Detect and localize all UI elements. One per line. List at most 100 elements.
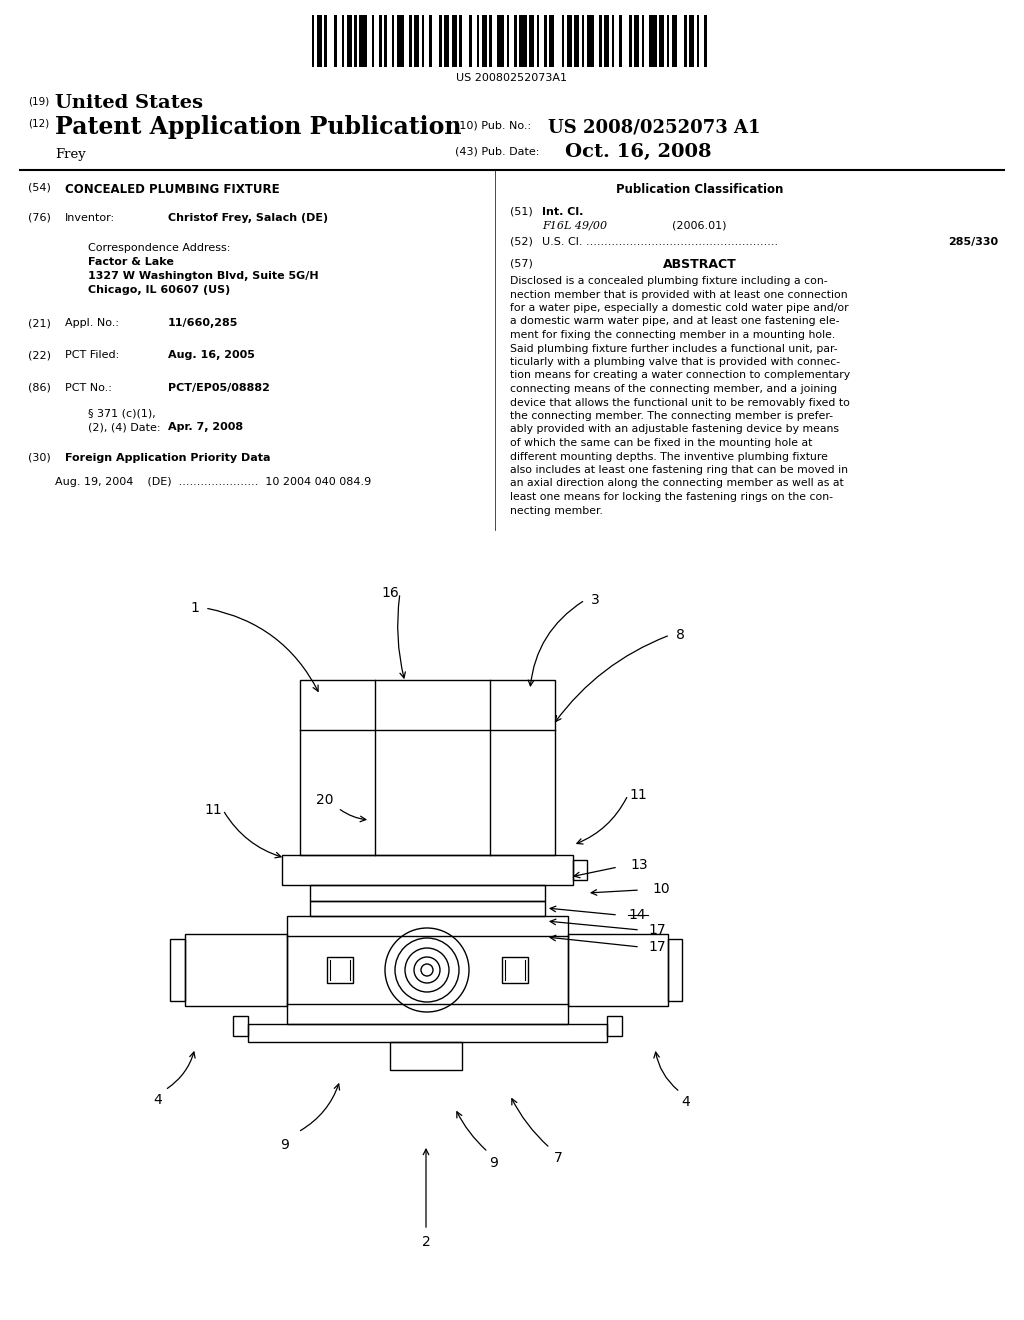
Text: 9: 9 bbox=[281, 1138, 290, 1152]
Bar bbox=[672, 15, 677, 67]
Bar bbox=[502, 957, 528, 983]
Bar bbox=[170, 939, 185, 1001]
Bar bbox=[629, 15, 632, 67]
Bar bbox=[477, 15, 479, 67]
Text: § 371 (c)(1),: § 371 (c)(1), bbox=[88, 408, 156, 418]
Text: Aug. 16, 2005: Aug. 16, 2005 bbox=[168, 350, 255, 360]
Bar bbox=[607, 1016, 622, 1036]
Text: Inventor:: Inventor: bbox=[65, 213, 115, 223]
Bar bbox=[705, 15, 707, 67]
Text: connecting means of the connecting member, and a joining: connecting means of the connecting membe… bbox=[510, 384, 838, 393]
Text: Oct. 16, 2008: Oct. 16, 2008 bbox=[565, 143, 712, 161]
Bar bbox=[642, 15, 644, 67]
Bar bbox=[696, 15, 699, 67]
Text: a domestic warm water pipe, and at least one fastening ele-: a domestic warm water pipe, and at least… bbox=[510, 317, 840, 326]
Text: 11: 11 bbox=[204, 803, 222, 817]
Text: 16: 16 bbox=[381, 586, 399, 601]
Bar bbox=[372, 15, 375, 67]
Text: 11/660,285: 11/660,285 bbox=[168, 318, 239, 327]
Bar bbox=[248, 1024, 607, 1041]
Text: ment for fixing the connecting member in a mounting hole.: ment for fixing the connecting member in… bbox=[510, 330, 836, 341]
Bar bbox=[392, 15, 394, 67]
Bar bbox=[439, 15, 441, 67]
Bar bbox=[604, 15, 609, 67]
Bar bbox=[684, 15, 686, 67]
Bar bbox=[312, 15, 314, 67]
Text: 3: 3 bbox=[591, 593, 599, 607]
Bar bbox=[422, 15, 424, 67]
Text: (21): (21) bbox=[28, 318, 51, 327]
Bar bbox=[444, 15, 450, 67]
Bar bbox=[310, 884, 545, 902]
Text: 1: 1 bbox=[190, 601, 200, 615]
Text: 285/330: 285/330 bbox=[948, 238, 998, 247]
Bar bbox=[185, 935, 287, 1006]
Text: Chicago, IL 60607 (US): Chicago, IL 60607 (US) bbox=[88, 285, 230, 294]
Text: (54): (54) bbox=[28, 183, 51, 193]
Text: Apr. 7, 2008: Apr. 7, 2008 bbox=[168, 422, 243, 432]
Bar bbox=[568, 935, 668, 1006]
Text: tion means for creating a water connection to complementary: tion means for creating a water connecti… bbox=[510, 371, 850, 380]
Text: PCT Filed:: PCT Filed: bbox=[65, 350, 119, 360]
Bar bbox=[452, 15, 457, 67]
Bar bbox=[325, 15, 327, 67]
Text: device that allows the functional unit to be removably fixed to: device that allows the functional unit t… bbox=[510, 397, 850, 408]
Bar bbox=[384, 15, 387, 67]
Text: least one means for locking the fastening rings on the con-: least one means for locking the fastenin… bbox=[510, 492, 833, 502]
Bar bbox=[469, 15, 472, 67]
Bar bbox=[668, 939, 682, 1001]
Text: 2: 2 bbox=[422, 1236, 430, 1249]
Text: United States: United States bbox=[55, 94, 203, 112]
Bar bbox=[327, 957, 353, 983]
Bar bbox=[429, 15, 432, 67]
Text: (76): (76) bbox=[28, 213, 51, 223]
Text: Appl. No.:: Appl. No.: bbox=[65, 318, 119, 327]
Text: Publication Classification: Publication Classification bbox=[616, 183, 783, 195]
Text: Christof Frey, Salach (DE): Christof Frey, Salach (DE) bbox=[168, 213, 328, 223]
Text: (86): (86) bbox=[28, 383, 51, 393]
Text: (12): (12) bbox=[28, 117, 49, 128]
Bar bbox=[634, 15, 639, 67]
Text: (30): (30) bbox=[28, 453, 51, 463]
Bar bbox=[380, 15, 382, 67]
Bar bbox=[573, 861, 587, 880]
Text: 11: 11 bbox=[629, 788, 647, 803]
Bar bbox=[347, 15, 352, 67]
Text: (51): (51) bbox=[510, 207, 532, 216]
Text: 20: 20 bbox=[316, 793, 334, 807]
Text: Disclosed is a concealed plumbing fixture including a con-: Disclosed is a concealed plumbing fixtur… bbox=[510, 276, 827, 286]
Text: PCT/EP05/08882: PCT/EP05/08882 bbox=[168, 383, 270, 393]
Text: an axial direction along the connecting member as well as at: an axial direction along the connecting … bbox=[510, 479, 844, 488]
Text: (2), (4) Date:: (2), (4) Date: bbox=[88, 422, 161, 432]
Bar bbox=[310, 902, 545, 916]
Text: (43) Pub. Date:: (43) Pub. Date: bbox=[455, 147, 540, 156]
Bar bbox=[282, 855, 573, 884]
Bar bbox=[460, 15, 462, 67]
Bar bbox=[611, 15, 614, 67]
Text: ably provided with an adjustable fastening device by means: ably provided with an adjustable fasteni… bbox=[510, 425, 839, 434]
Bar bbox=[397, 15, 404, 67]
Text: (10) Pub. No.:: (10) Pub. No.: bbox=[455, 120, 531, 129]
Text: (22): (22) bbox=[28, 350, 51, 360]
Text: 14: 14 bbox=[628, 908, 645, 921]
Bar bbox=[620, 15, 622, 67]
Bar bbox=[410, 15, 412, 67]
Bar bbox=[287, 916, 568, 1024]
Text: US 20080252073A1: US 20080252073A1 bbox=[457, 73, 567, 83]
Bar bbox=[562, 15, 564, 67]
Bar bbox=[574, 15, 580, 67]
Text: Factor & Lake: Factor & Lake bbox=[88, 257, 174, 267]
Text: 10: 10 bbox=[652, 882, 670, 896]
Bar bbox=[300, 680, 555, 855]
Text: 4: 4 bbox=[154, 1093, 163, 1107]
Bar bbox=[599, 15, 602, 67]
Text: (2006.01): (2006.01) bbox=[672, 220, 726, 231]
Text: 4: 4 bbox=[682, 1096, 690, 1109]
Text: 9: 9 bbox=[489, 1156, 499, 1170]
Bar bbox=[549, 15, 554, 67]
Text: for a water pipe, especially a domestic cold water pipe and/or: for a water pipe, especially a domestic … bbox=[510, 304, 849, 313]
Bar bbox=[689, 15, 694, 67]
Text: Correspondence Address:: Correspondence Address: bbox=[88, 243, 230, 253]
Text: U.S. Cl. .....................................................: U.S. Cl. ...............................… bbox=[542, 238, 778, 247]
Bar bbox=[390, 1041, 462, 1071]
